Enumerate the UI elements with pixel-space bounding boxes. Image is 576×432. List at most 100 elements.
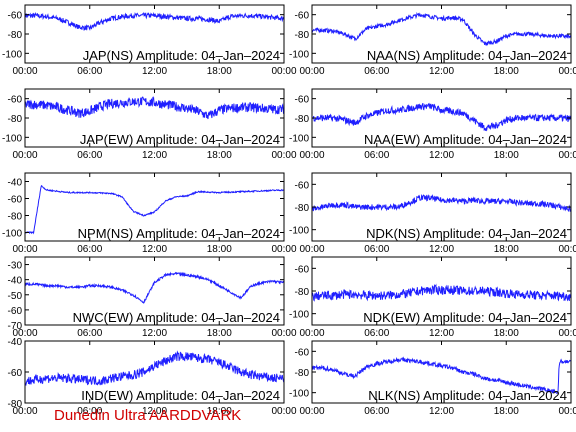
x-tick-label: 12:00 [142, 244, 167, 255]
y-tick-label: -80 [8, 114, 23, 125]
series-line [24, 95, 285, 120]
x-tick-label: 12:00 [429, 150, 454, 161]
x-tick-label: 00:00 [299, 406, 324, 417]
y-tick-label: -60 [295, 95, 310, 106]
x-tick-label: 06:00 [77, 328, 102, 339]
x-tick-label: 18:00 [207, 244, 232, 255]
chart-title: NAA(EW) Amplitude: 04–Jan–2024 [364, 132, 567, 147]
chart-panel: -60 -80 -100 00:00 06:00 12:00 18:00 00:00 NDK(N… [289, 172, 576, 255]
chart-title: NAA(NS) Amplitude: 04–Jan–2024 [367, 48, 567, 63]
y-tick-label: -100 [289, 133, 309, 144]
x-tick-label: 12:00 [142, 66, 167, 77]
x-tick-label: 00:00 [271, 150, 296, 161]
chart-panel: -60 -80 -100 00:00 06:00 12:00 18:00 00:00 NLK(N… [289, 340, 576, 417]
y-tick-label: -60 [8, 306, 23, 317]
chart-title: IND(EW) Amplitude: 04–Jan–2024 [81, 388, 280, 403]
chart-title: JAP(NS) Amplitude: 04–Jan–2024 [83, 48, 280, 63]
x-tick-label: 18:00 [207, 328, 232, 339]
series-line [311, 356, 572, 394]
y-tick-label: -40 [8, 178, 23, 189]
y-tick-label: -100 [2, 49, 22, 60]
series-line [24, 11, 285, 31]
x-tick-label: 18:00 [494, 328, 519, 339]
x-tick-label: 12:00 [429, 328, 454, 339]
y-tick-label: -100 [2, 229, 22, 240]
y-tick-label: -70 [8, 321, 23, 332]
x-tick-label: 18:00 [494, 406, 519, 417]
x-tick-label: 18:00 [494, 244, 519, 255]
x-tick-label: 00:00 [271, 328, 296, 339]
x-tick-label: 00:00 [12, 244, 37, 255]
y-tick-label: -100 [289, 310, 309, 321]
series-line [24, 185, 285, 235]
y-tick-label: -60 [8, 195, 23, 206]
series-line [24, 350, 285, 386]
y-tick-label: -60 [8, 368, 23, 379]
x-tick-label: 12:00 [429, 244, 454, 255]
x-tick-label: 18:00 [207, 150, 232, 161]
y-tick-label: -100 [289, 49, 309, 60]
chart-panel: -60 -80 -100 00:00 06:00 12:00 18:00 00:00 JAP(E… [2, 88, 297, 161]
x-tick-label: 18:00 [207, 406, 232, 417]
series-line [311, 102, 572, 132]
y-tick-label: -60 [295, 264, 310, 275]
chart-title: NLK(NS) Amplitude: 04–Jan–2024 [368, 388, 567, 403]
y-tick-label: -80 [295, 30, 310, 41]
x-tick-label: 00:00 [299, 66, 324, 77]
series-line [311, 11, 572, 47]
y-tick-label: -80 [295, 287, 310, 298]
chart-title: NWC(EW) Amplitude: 04–Jan–2024 [73, 310, 280, 325]
chart-panel: -60 -80 -100 00:00 06:00 12:00 18:00 00:00 NAA(N… [289, 4, 576, 77]
y-tick-label: -80 [8, 30, 23, 41]
x-tick-label: 12:00 [142, 328, 167, 339]
series-line [311, 283, 572, 302]
x-tick-label: 00:00 [271, 66, 296, 77]
x-tick-label: 00:00 [558, 66, 576, 77]
y-tick-label: -60 [295, 11, 310, 22]
y-tick-label: -100 [2, 133, 22, 144]
x-tick-label: 00:00 [12, 328, 37, 339]
chart-title: NDK(NS) Amplitude: 04–Jan–2024 [366, 226, 567, 241]
y-tick-label: -60 [8, 11, 23, 22]
series-line [311, 193, 572, 213]
x-tick-label: 00:00 [558, 150, 576, 161]
x-tick-label: 00:00 [271, 406, 296, 417]
y-tick-label: -40 [8, 337, 23, 348]
x-tick-label: 06:00 [364, 328, 389, 339]
x-tick-label: 00:00 [299, 150, 324, 161]
x-tick-label: 00:00 [12, 66, 37, 77]
chart-title: NPM(NS) Amplitude: 04–Jan–2024 [78, 226, 280, 241]
series-line [24, 271, 285, 304]
x-tick-label: 18:00 [494, 150, 519, 161]
x-tick-label: 06:00 [77, 244, 102, 255]
y-tick-label: -100 [289, 389, 309, 400]
chart-panel: -60 -80 -100 00:00 06:00 12:00 18:00 00:00 NAA(E… [289, 88, 576, 161]
x-tick-label: 18:00 [494, 66, 519, 77]
x-tick-label: 00:00 [558, 244, 576, 255]
chart-panel: -40 -60 -80 -100 00:00 06:00 12:00 18:00 00:00 NP… [2, 172, 297, 255]
chart-title: JAP(EW) Amplitude: 04–Jan–2024 [80, 132, 280, 147]
x-tick-label: 00:00 [299, 244, 324, 255]
y-tick-label: -60 [8, 95, 23, 106]
y-tick-label: -30 [8, 261, 23, 272]
x-tick-label: 06:00 [364, 406, 389, 417]
x-tick-label: 18:00 [207, 66, 232, 77]
x-tick-label: 06:00 [77, 406, 102, 417]
y-tick-label: -50 [8, 291, 23, 302]
y-tick-label: -80 [8, 212, 23, 223]
x-tick-label: 06:00 [77, 66, 102, 77]
x-tick-label: 06:00 [364, 150, 389, 161]
chart-title: NDK(EW) Amplitude: 04–Jan–2024 [363, 310, 567, 325]
x-tick-label: 12:00 [142, 406, 167, 417]
y-tick-label: -60 [295, 347, 310, 358]
x-tick-label: 12:00 [429, 406, 454, 417]
x-tick-label: 00:00 [299, 328, 324, 339]
x-tick-label: 06:00 [364, 244, 389, 255]
x-tick-label: 06:00 [77, 150, 102, 161]
x-tick-label: 00:00 [12, 406, 37, 417]
chart-panel: -60 -80 -100 00:00 06:00 12:00 18:00 00:00 NDK(E… [289, 256, 576, 339]
y-tick-label: -80 [8, 399, 23, 410]
